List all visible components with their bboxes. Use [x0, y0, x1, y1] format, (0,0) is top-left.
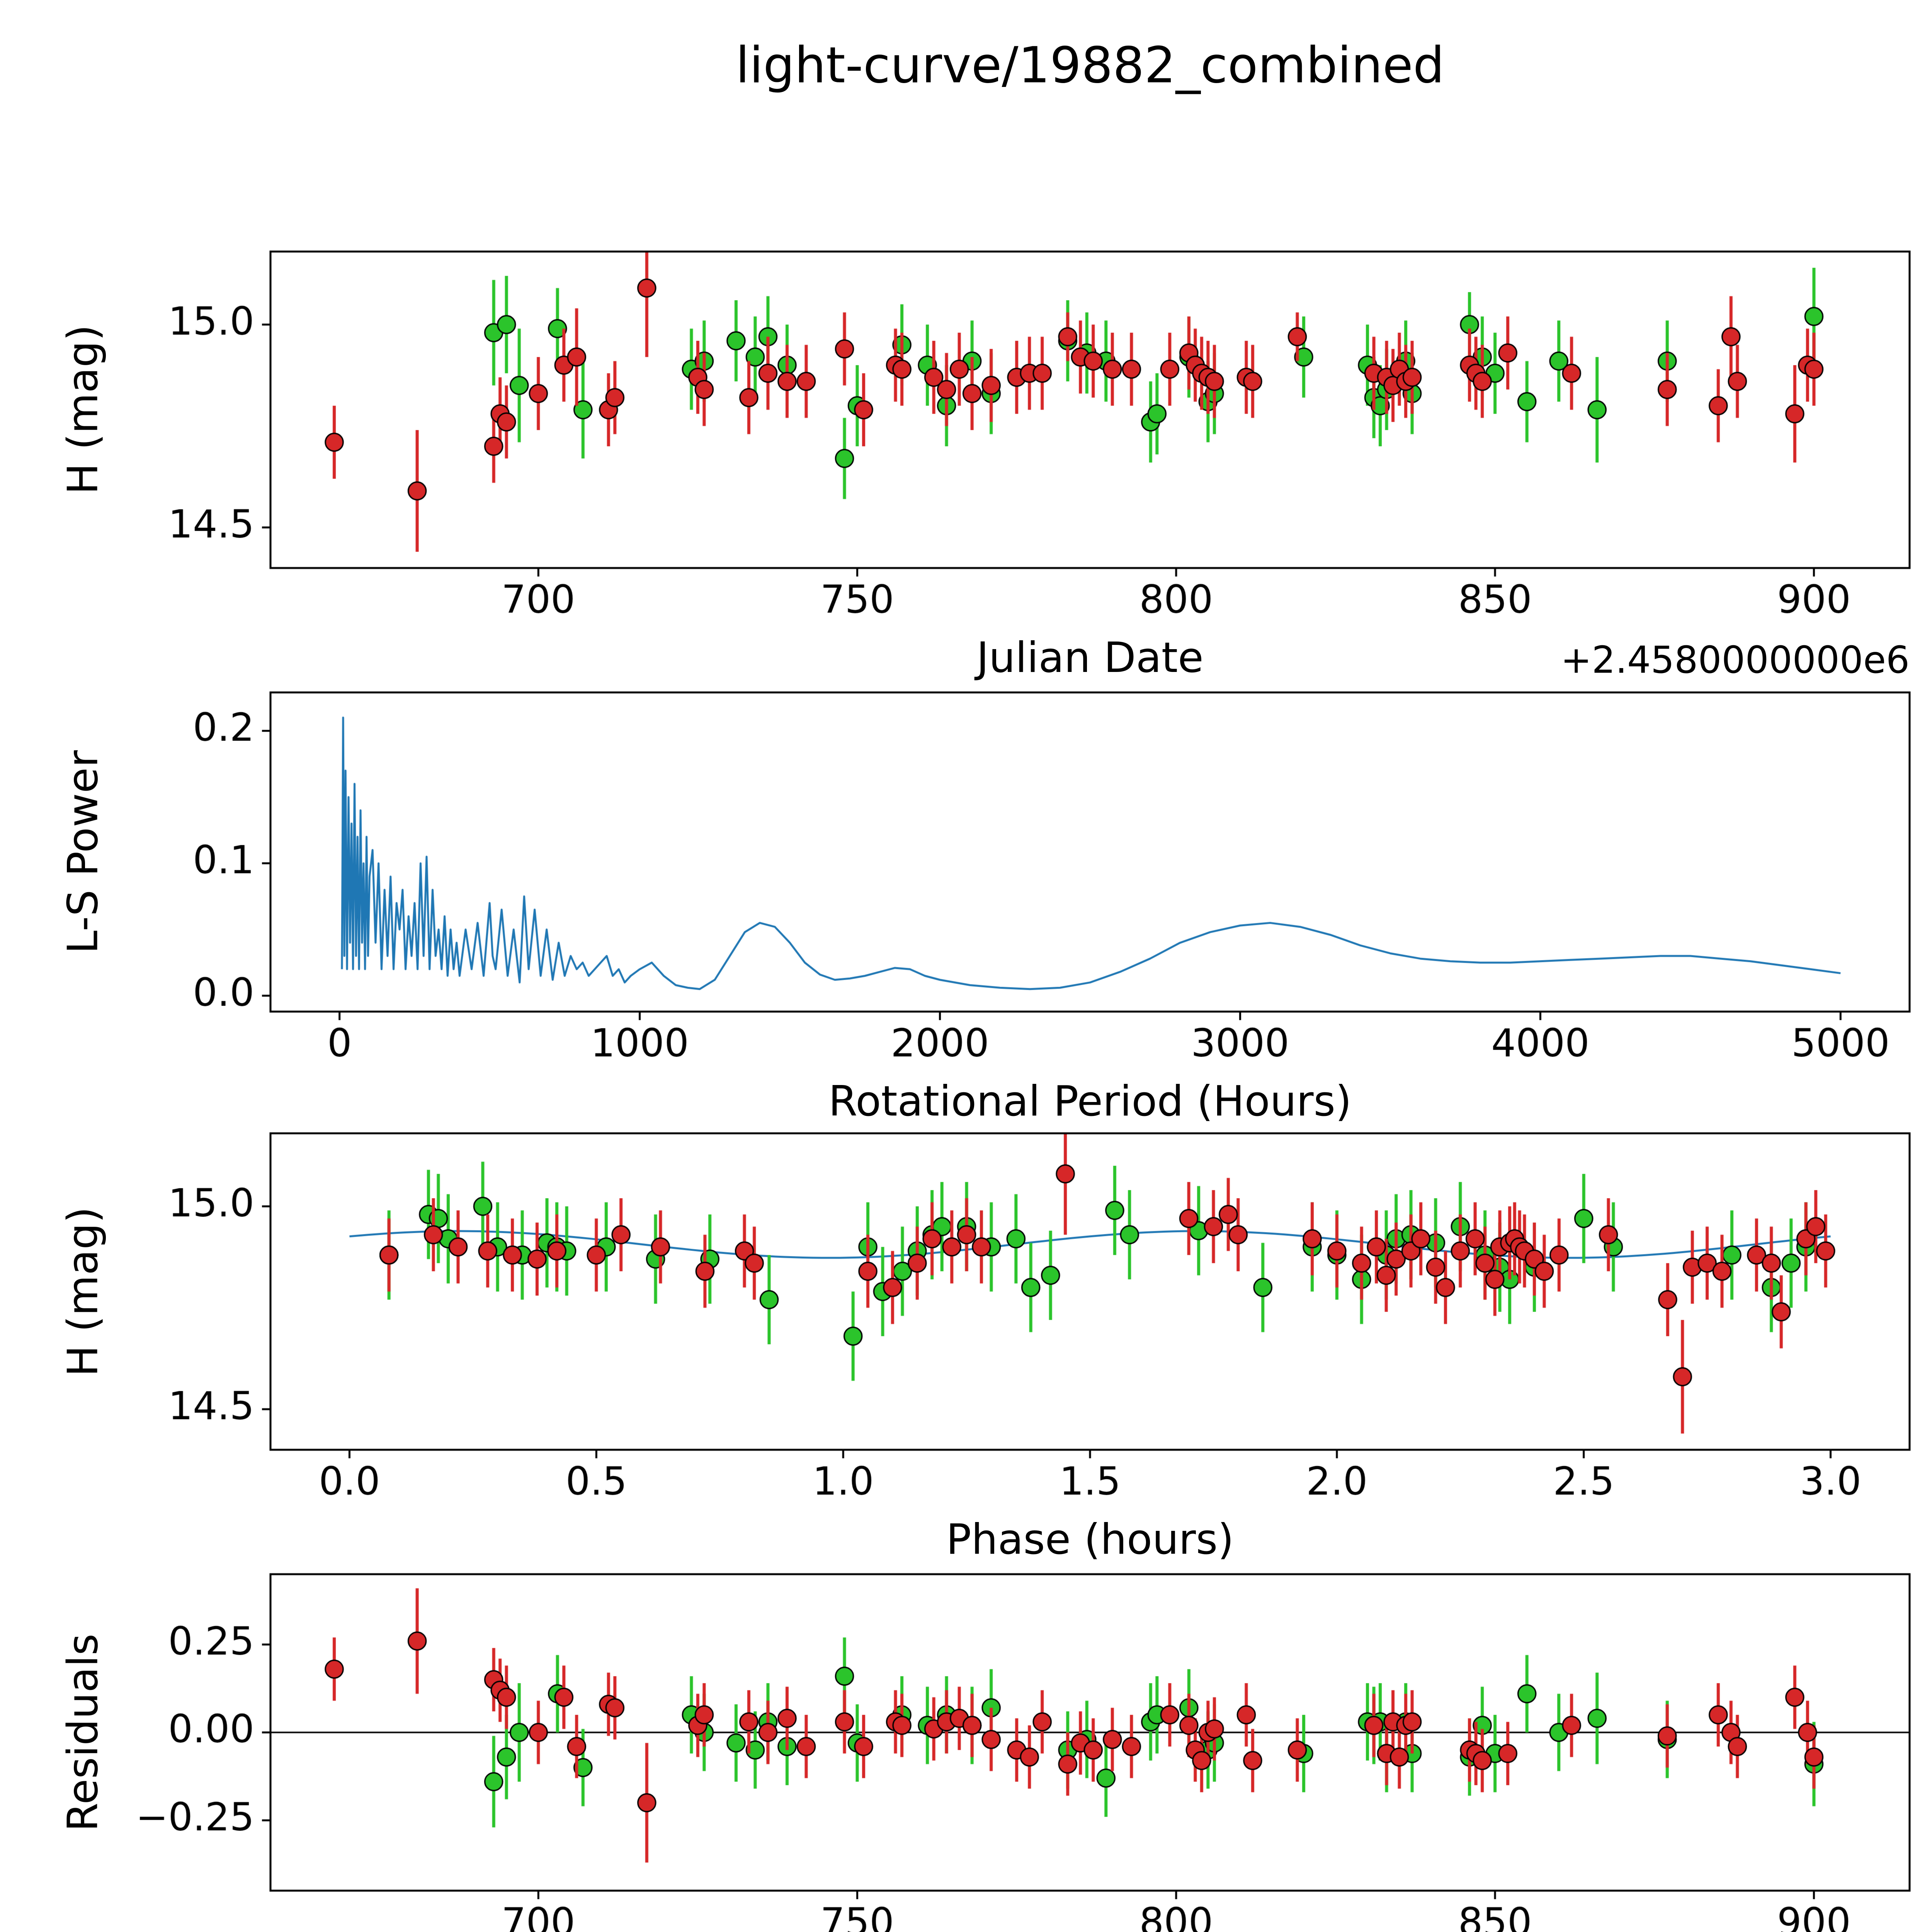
- panel3-xlabel: Phase (hours): [946, 1515, 1234, 1564]
- panel4-ylabel: Residuals: [59, 1633, 107, 1832]
- panel2-xlabel: Rotational Period (Hours): [828, 1077, 1352, 1126]
- panel3-ylabel: H (mag): [59, 1207, 107, 1377]
- panel1-x-offset-text: +2.4580000000e6: [1561, 638, 1910, 682]
- panel1-xlabel: Julian Date: [976, 634, 1204, 682]
- panel1-ylabel: H (mag): [59, 325, 107, 495]
- panel2-ylabel: L-S Power: [59, 750, 107, 954]
- figure-title: light-curve/19882_combined: [735, 37, 1445, 94]
